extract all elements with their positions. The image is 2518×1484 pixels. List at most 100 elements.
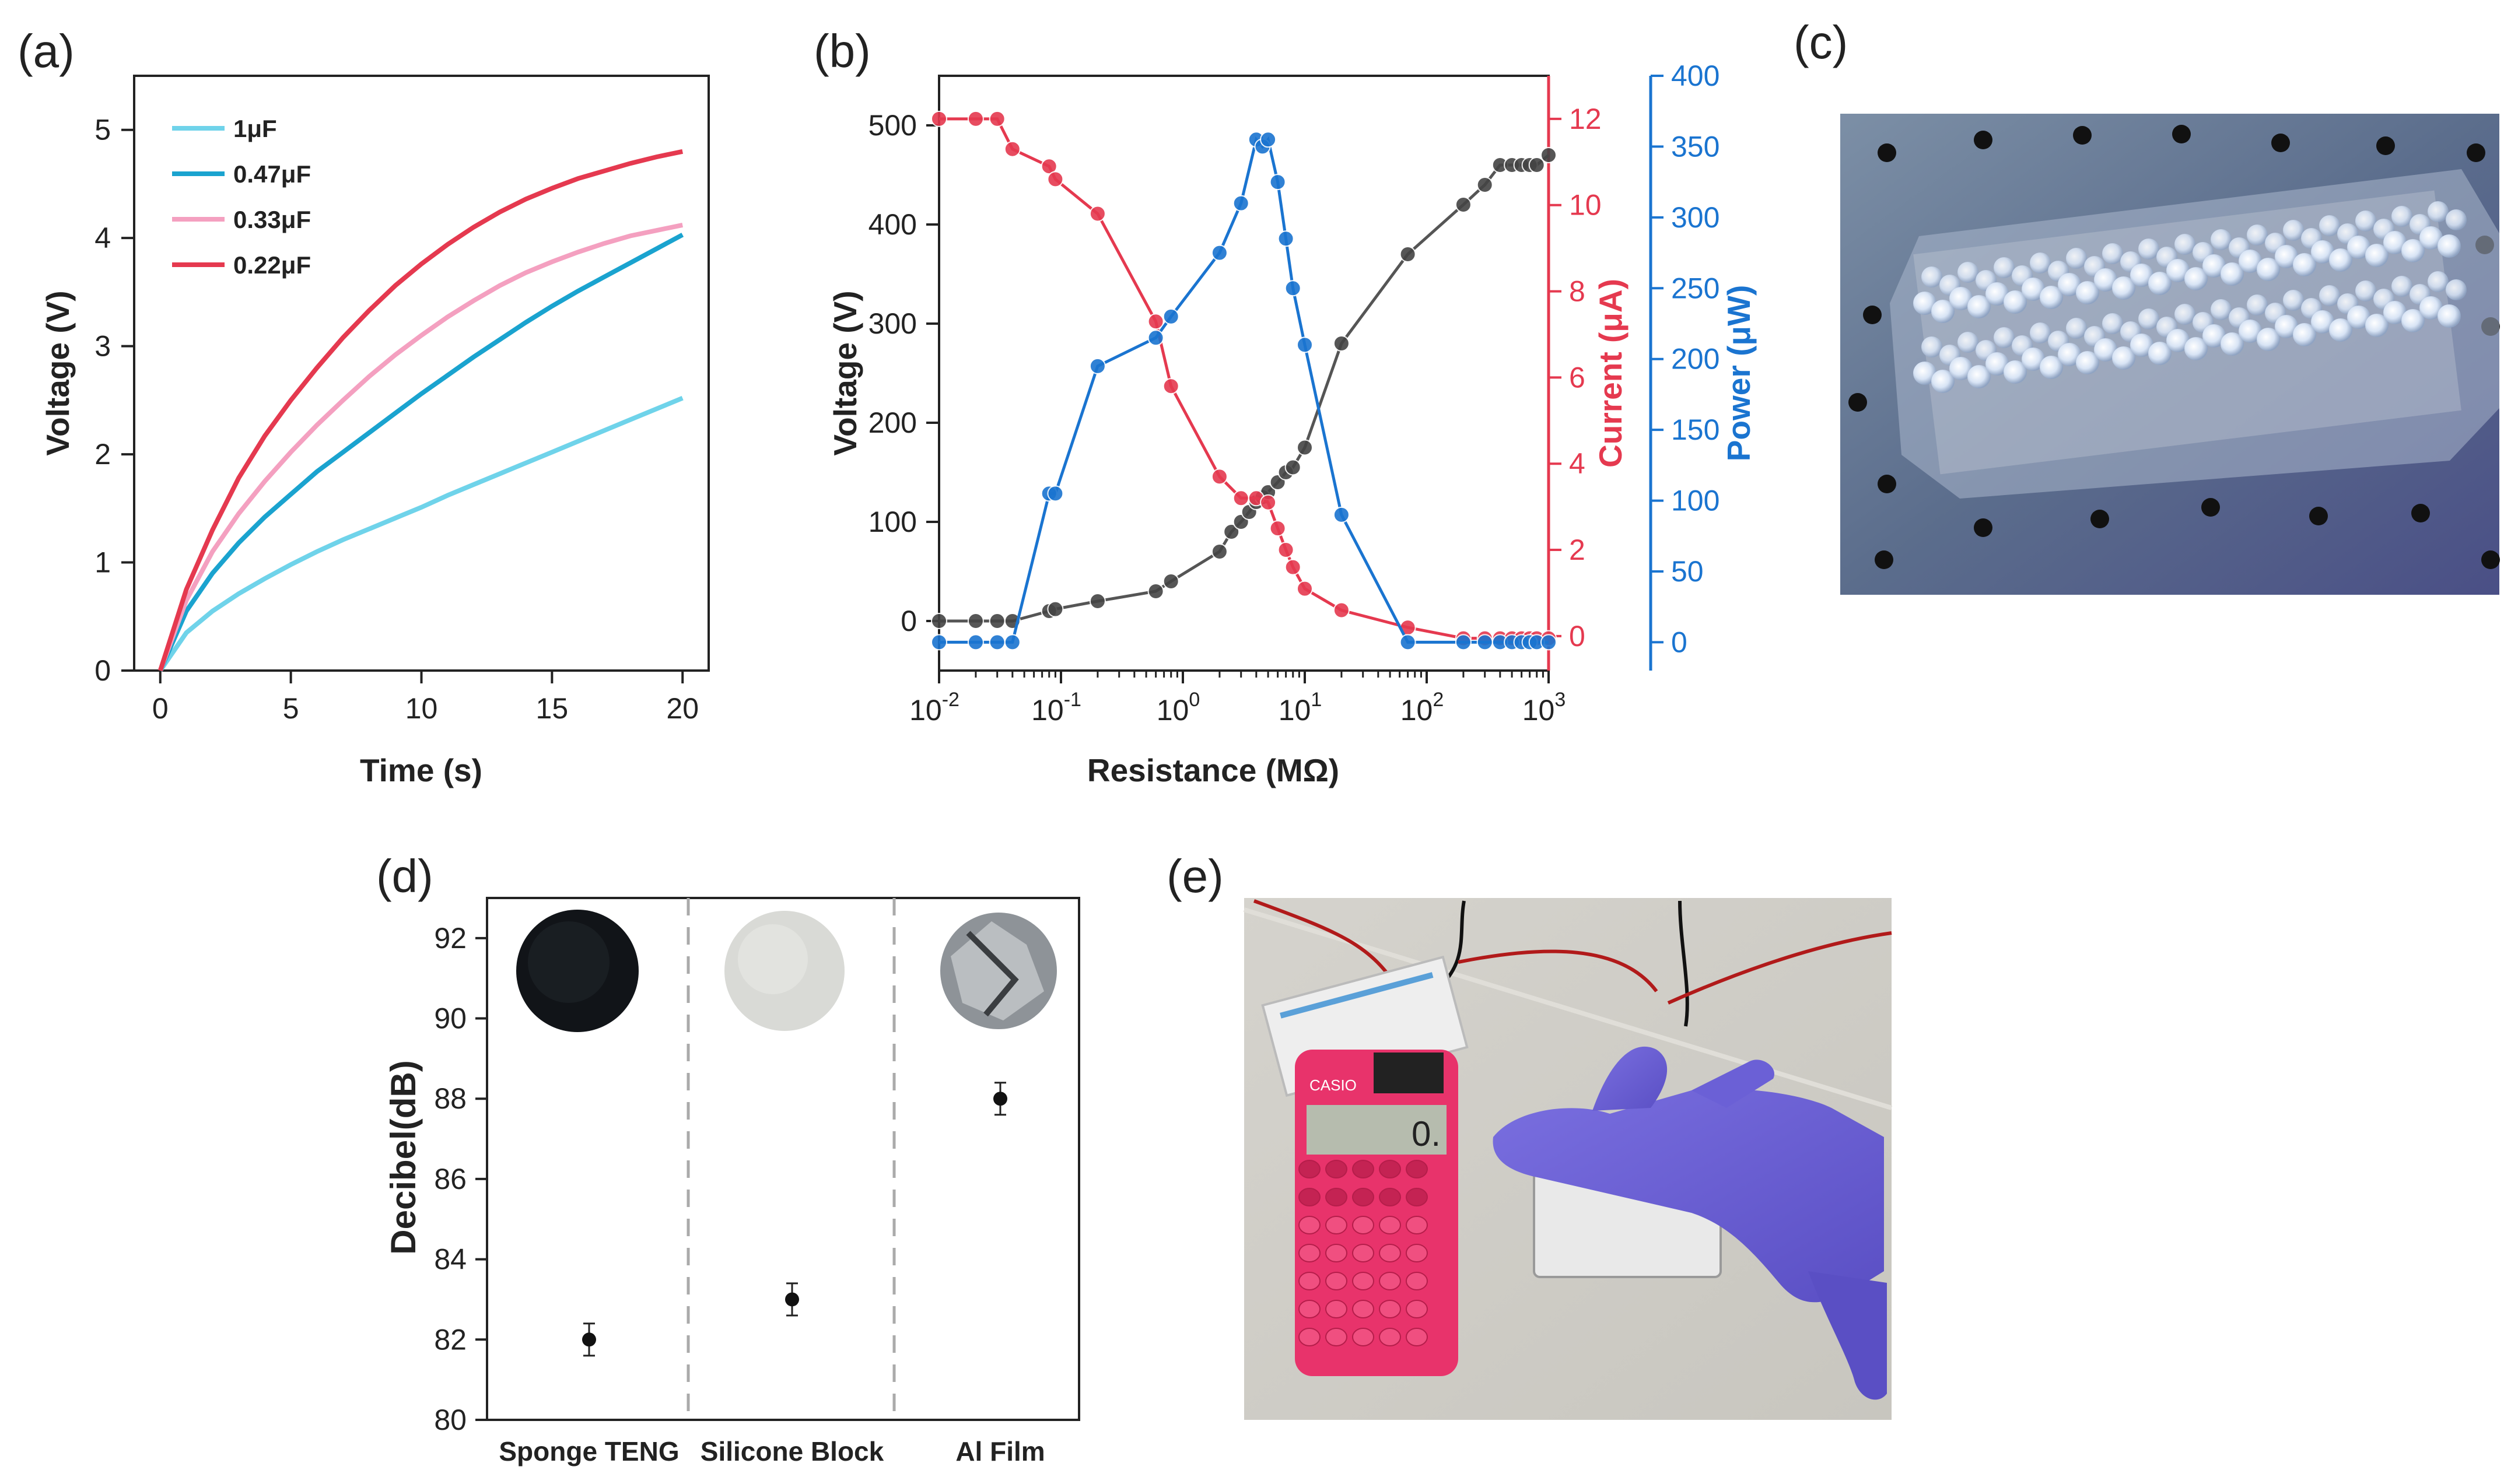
legend-label: 0.33μF bbox=[233, 206, 311, 233]
chart-d-point bbox=[993, 1092, 1007, 1106]
chart-b-ytick-power-label: 200 bbox=[1671, 343, 1719, 376]
chart-b-point-current bbox=[989, 110, 1006, 127]
chart-a-xtick-label: 10 bbox=[405, 692, 438, 725]
chart-b-point-voltage bbox=[1223, 524, 1240, 540]
chart-b-point-power bbox=[1333, 506, 1350, 523]
chart-b-ytick-voltage-label: 400 bbox=[868, 208, 917, 241]
chart-b-ytick-voltage-label: 200 bbox=[868, 406, 917, 439]
chart-b-xtick-label: 103 bbox=[1522, 689, 1566, 727]
chart-b-point-voltage bbox=[1455, 197, 1472, 213]
chart-d-xtick-label: Al Film bbox=[955, 1436, 1045, 1467]
led-array-photo bbox=[1840, 114, 2500, 595]
chart-b-ytick-current-label: 2 bbox=[1569, 534, 1585, 566]
chart-d-point bbox=[582, 1332, 596, 1347]
chart-b-ytick-voltage-label: 300 bbox=[868, 307, 917, 340]
chart-b-point-voltage bbox=[1333, 335, 1350, 352]
chart-d-points bbox=[582, 1082, 1007, 1357]
sponge-sample-photo bbox=[516, 910, 639, 1032]
chart-b-ylabel-voltage: Voltage (V) bbox=[827, 290, 863, 455]
chart-b-point-voltage bbox=[1089, 593, 1106, 609]
chart-b-point-voltage bbox=[1540, 147, 1557, 163]
chart-a-ylabel: Voltage (V) bbox=[40, 290, 76, 455]
chart-a-series-line-1 bbox=[158, 233, 684, 672]
chart-b-point-power bbox=[1455, 634, 1472, 651]
chart-b-ytick-power-label: 100 bbox=[1671, 485, 1719, 517]
chart-b-ytick-power-label: 50 bbox=[1671, 555, 1704, 588]
chart-a-xtick-label: 5 bbox=[283, 692, 299, 725]
chart-d-ytick-label: 80 bbox=[434, 1404, 467, 1436]
chart-b-ytick-current-label: 6 bbox=[1569, 361, 1585, 394]
chart-b-point-power bbox=[1162, 308, 1179, 325]
chart-d-ytick-label: 92 bbox=[434, 922, 467, 955]
chart-a-ytick-label: 2 bbox=[94, 438, 111, 471]
chart-a-xlabel: Time (s) bbox=[360, 752, 482, 788]
chart-b-point-current bbox=[1269, 520, 1286, 537]
chart-b-ytick-current-label: 0 bbox=[1569, 620, 1585, 652]
chart-b-point-power bbox=[989, 634, 1006, 651]
chart-a-xtick-label: 0 bbox=[152, 692, 169, 725]
chart-b-point-current bbox=[1089, 205, 1106, 222]
chart-b-ytick-power-label: 150 bbox=[1671, 413, 1719, 446]
chart-b-point-voltage bbox=[1476, 177, 1493, 193]
chart-b-ytick-voltage-label: 100 bbox=[868, 506, 917, 538]
chart-b-point-voltage bbox=[1047, 601, 1064, 618]
panel-label-a: (a) bbox=[17, 25, 75, 77]
chart-b-xtick-label: 101 bbox=[1279, 689, 1322, 727]
chart-d-ylabel: Decibel(dB) bbox=[384, 1060, 423, 1254]
chart-b-point-power bbox=[1004, 634, 1021, 651]
chart-b-point-power bbox=[1260, 131, 1277, 148]
chart-d-xtick-label: Sponge TENG bbox=[499, 1436, 679, 1467]
chart-d-ytick-label: 88 bbox=[434, 1082, 467, 1115]
chart-b-point-power bbox=[1232, 195, 1249, 212]
panel-label-e: (e) bbox=[1167, 850, 1224, 902]
chart-b-series-line-2 bbox=[939, 136, 1549, 644]
chart-b-point-power bbox=[967, 634, 984, 651]
calculator-display: 0. bbox=[1412, 1114, 1441, 1153]
chart-b-point-voltage bbox=[989, 613, 1006, 629]
chart-b-point-current bbox=[1211, 468, 1228, 485]
chart-a: 0 5 10 15 20 0 1 2 3 4 5 1μF 0.47μF 0.33μF 0.22μF Tim… bbox=[40, 75, 710, 788]
chart-a-series-line-2 bbox=[158, 222, 684, 672]
chart-b-point-power bbox=[1269, 174, 1286, 191]
chart-b-ytick-power-label: 250 bbox=[1671, 272, 1719, 304]
chart-b-point-power bbox=[931, 634, 947, 651]
chart-b-point-current bbox=[931, 110, 947, 127]
chart-b-point-voltage bbox=[1284, 459, 1301, 476]
calculator-hand-photo: CASIO 0. bbox=[1243, 898, 1893, 1420]
chart-b-ylabel-power: Power (μW) bbox=[1721, 285, 1757, 462]
chart-b-point-power bbox=[1284, 280, 1301, 297]
chart-b-ytick-power-label: 300 bbox=[1671, 201, 1719, 234]
chart-b-ytick-power-label: 400 bbox=[1671, 59, 1719, 92]
chart-b-point-power bbox=[1476, 634, 1493, 651]
chart-d-ytick-label: 82 bbox=[434, 1323, 467, 1356]
chart-b-point-power bbox=[1277, 230, 1294, 247]
chart-b-xlabel: Resistance (MΩ) bbox=[1087, 752, 1339, 788]
chart-b-xtick-label: 10-1 bbox=[1031, 689, 1081, 727]
chart-d-ytick-label: 90 bbox=[434, 1002, 467, 1035]
chart-b-ytick-power-label: 350 bbox=[1671, 130, 1719, 163]
chart-b-point-power bbox=[1089, 357, 1106, 374]
chart-b-point-current bbox=[1047, 171, 1064, 188]
legend-label: 0.47μF bbox=[233, 160, 311, 188]
chart-a-ytick-label: 3 bbox=[94, 330, 111, 363]
chart-b-xtick-label: 10-2 bbox=[909, 689, 959, 727]
chart-b-point-power bbox=[1297, 336, 1313, 353]
chart-a-xtick-label: 15 bbox=[536, 692, 569, 725]
panel-label-d: (d) bbox=[376, 850, 433, 902]
chart-b-series-line-0 bbox=[939, 154, 1550, 623]
chart-a-ytick-label: 5 bbox=[94, 114, 111, 146]
chart-a-legend: 1μF 0.47μF 0.33μF 0.22μF bbox=[172, 115, 311, 279]
chart-a-series-line-0 bbox=[158, 396, 684, 672]
chart-b-point-current bbox=[1041, 158, 1057, 175]
chart-b-point-voltage bbox=[1162, 573, 1179, 590]
chart-b-xtick-label: 102 bbox=[1400, 689, 1444, 727]
chart-a-ytick-label: 4 bbox=[94, 222, 111, 254]
chart-b-ytick-voltage-label: 500 bbox=[868, 109, 917, 142]
chart-b-point-voltage bbox=[931, 613, 947, 629]
chart-b-point-current bbox=[1162, 378, 1179, 395]
legend-label: 1μF bbox=[233, 115, 277, 142]
chart-a-ticks: 0 5 10 15 20 0 1 2 3 4 5 bbox=[94, 114, 699, 725]
chart-a-series-line-3 bbox=[157, 149, 684, 672]
calculator-brand: CASIO bbox=[1309, 1076, 1357, 1094]
chart-d-point bbox=[785, 1292, 799, 1307]
